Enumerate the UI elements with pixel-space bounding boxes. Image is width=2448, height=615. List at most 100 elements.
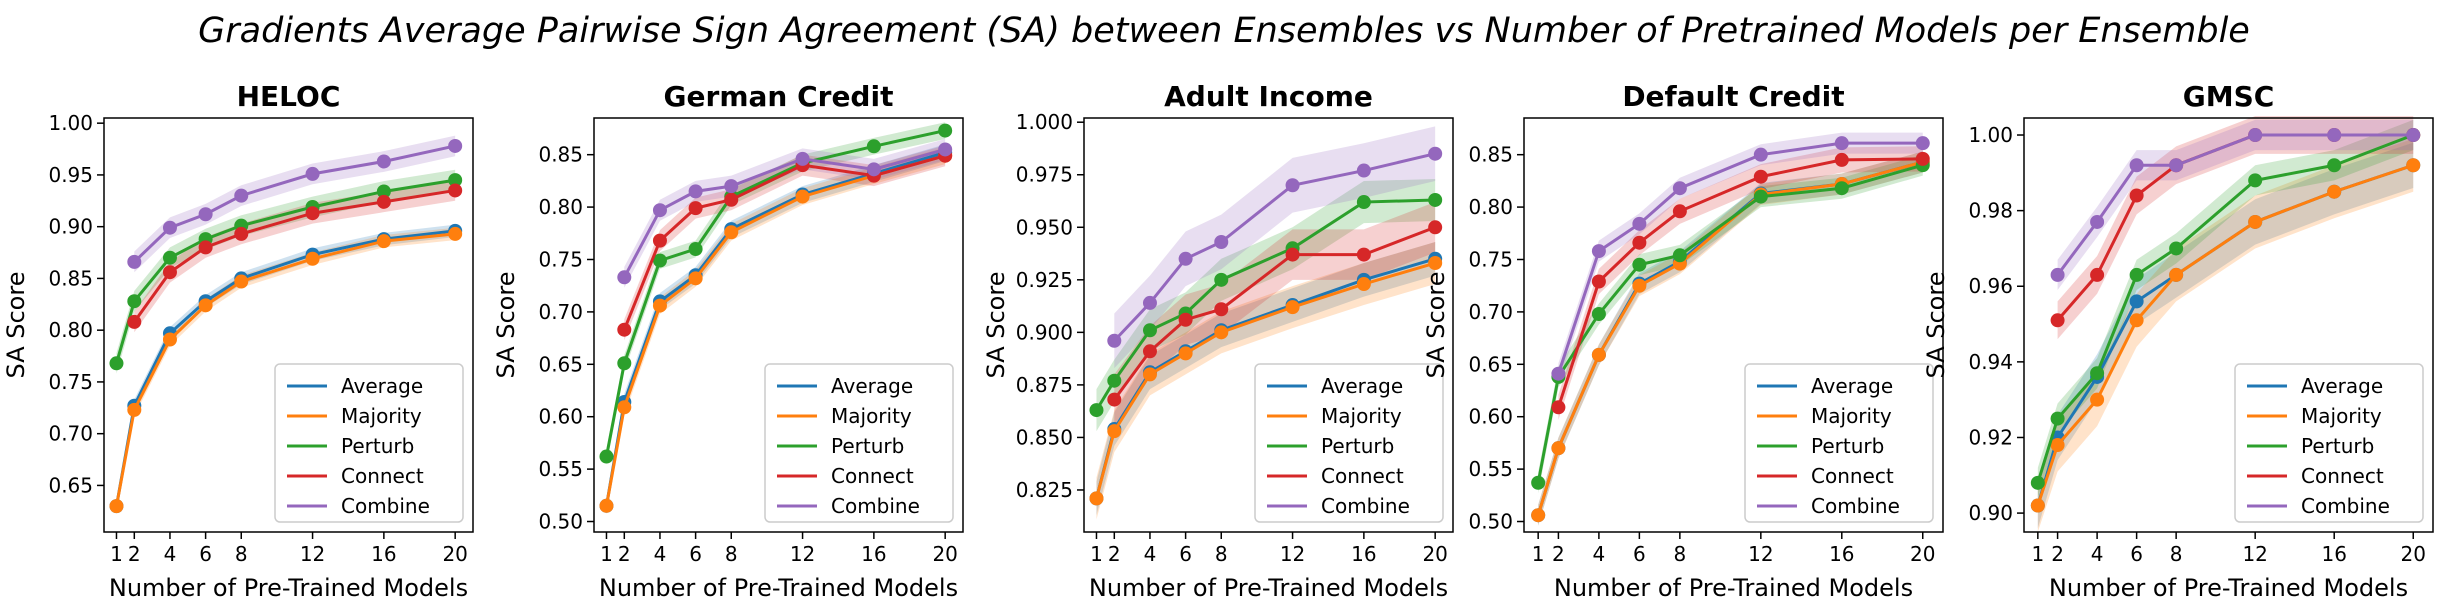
x-tick-label: 20: [2401, 542, 2426, 566]
data-point-perturb: [1753, 189, 1768, 204]
x-tick-label: 2: [618, 542, 631, 566]
x-tick-label: 4: [654, 542, 667, 566]
series-line-majority: [1536, 160, 1924, 516]
data-point-majority: [2406, 158, 2421, 173]
data-point-combine: [1142, 295, 1157, 310]
x-tick-label: 20: [1910, 542, 1935, 566]
panel-default-credit: Default Credit 1 2 4 6 8 12 16 20 0.50 0.55 0.60 0.6…: [1422, 80, 1944, 602]
data-point-majority: [1428, 256, 1443, 271]
y-tick-label: 0.900: [1016, 320, 1073, 344]
legend: Average Majority Perturb Connect Combine: [1254, 363, 1444, 523]
x-tick-label: 20: [442, 542, 467, 566]
x-tick-label: 4: [1593, 542, 1606, 566]
data-point-perturb: [1591, 306, 1606, 321]
data-point-majority: [1356, 277, 1371, 292]
y-tick-label: 0.98: [1968, 199, 2013, 223]
x-tick-label: 4: [164, 542, 177, 566]
y-tick-label: 0.75: [48, 370, 93, 394]
data-point-perturb: [162, 250, 177, 265]
data-point-connect: [1753, 169, 1768, 184]
y-tick-label: 0.75: [1468, 247, 1513, 271]
legend-box: [274, 363, 464, 523]
legend-label-perturb: Perturb: [1811, 434, 1884, 458]
y-tick-label: 0.65: [48, 473, 93, 497]
data-point-perturb: [617, 356, 632, 371]
data-point-majority: [652, 298, 667, 313]
x-tick-label: 16: [371, 542, 396, 566]
y-tick-label: 0.70: [48, 422, 93, 446]
legend-label-combine: Combine: [2301, 494, 2390, 518]
x-tick-label: 6: [689, 542, 702, 566]
data-point-majority: [2248, 214, 2263, 229]
data-point-majority: [109, 499, 124, 514]
data-point-perturb: [1142, 323, 1157, 338]
data-point-majority: [1089, 491, 1104, 506]
y-tick-label: 0.65: [1468, 352, 1513, 376]
x-tick-label: 1: [110, 542, 123, 566]
data-point-perturb: [2248, 173, 2263, 188]
y-tick-label: 0.92: [1968, 425, 2013, 449]
data-point-combine: [1428, 146, 1443, 161]
legend-label-connect: Connect: [2301, 464, 2384, 488]
data-point-connect: [1834, 152, 1849, 167]
data-point-connect: [1591, 274, 1606, 289]
panel-title: Adult Income: [1164, 80, 1373, 113]
y-axis-label: SA Score: [492, 272, 520, 379]
legend-label-majority: Majority: [1321, 404, 1402, 428]
data-point-perturb: [2050, 411, 2065, 426]
data-point-perturb: [1428, 192, 1443, 207]
series-majority: [2030, 158, 2421, 513]
legend: Average Majority Perturb Connect Combine: [1744, 363, 1934, 523]
data-point-combine: [652, 203, 667, 218]
panel-title: Default Credit: [1622, 80, 1844, 113]
data-point-majority: [688, 271, 703, 286]
data-point-perturb: [1672, 248, 1687, 263]
data-point-combine: [1834, 136, 1849, 151]
series-perturb: [599, 123, 953, 464]
series-line-majority: [1095, 261, 1436, 499]
data-point-combine: [162, 220, 177, 235]
band-combine: [2057, 119, 2414, 291]
x-tick-label: 12: [300, 542, 325, 566]
data-point-majority: [1107, 424, 1122, 439]
data-point-combine: [305, 166, 320, 181]
series-line-majority: [115, 232, 456, 507]
y-tick-label: 1.00: [1968, 123, 2013, 147]
legend-label-perturb: Perturb: [831, 434, 904, 458]
panel-title: German Credit: [664, 80, 894, 113]
panel-title: HELOC: [237, 80, 341, 113]
data-point-connect: [1356, 247, 1371, 262]
series-line-majority: [2036, 163, 2414, 506]
y-tick-label: 0.950: [1016, 215, 1073, 239]
x-tick-label: 6: [1179, 542, 1192, 566]
data-point-connect: [652, 233, 667, 248]
data-point-perturb: [1632, 257, 1647, 272]
data-point-majority: [162, 332, 177, 347]
data-point-perturb: [866, 139, 881, 154]
x-tick-label: 8: [725, 542, 738, 566]
x-tick-label: 2: [1108, 542, 1121, 566]
data-point-perturb: [2169, 241, 2184, 256]
data-point-connect: [162, 265, 177, 280]
data-point-perturb: [2327, 158, 2342, 173]
y-tick-label: 0.975: [1016, 163, 1073, 187]
x-tick-label: 1: [600, 542, 613, 566]
legend-label-perturb: Perturb: [341, 434, 414, 458]
data-point-combine: [1178, 251, 1193, 266]
x-tick-label: 8: [2170, 542, 2183, 566]
legend-label-majority: Majority: [1811, 404, 1892, 428]
y-tick-label: 0.85: [538, 143, 583, 167]
data-point-combine: [2248, 128, 2263, 143]
data-point-perturb: [2129, 267, 2144, 282]
x-tick-label: 8: [1215, 542, 1228, 566]
legend-box: [2234, 363, 2424, 523]
data-point-majority: [1178, 346, 1193, 361]
data-point-majority: [2090, 392, 2105, 407]
y-tick-label: 0.80: [538, 195, 583, 219]
x-tick-label: 2: [2051, 542, 2064, 566]
band-combine: [134, 135, 456, 273]
data-point-perturb: [1834, 181, 1849, 196]
